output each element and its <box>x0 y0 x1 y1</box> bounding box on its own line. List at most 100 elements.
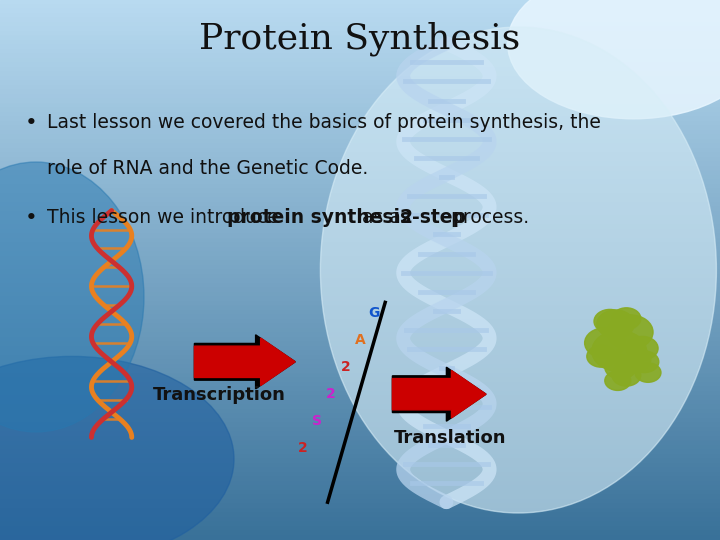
Bar <box>0 446 720 450</box>
Circle shape <box>594 309 626 333</box>
Bar <box>0 513 720 517</box>
Text: 2: 2 <box>341 360 351 374</box>
Bar <box>0 234 720 239</box>
Bar <box>0 450 720 455</box>
Bar <box>0 202 720 207</box>
Text: process.: process. <box>445 208 529 227</box>
Bar <box>0 441 720 445</box>
Bar <box>0 509 720 513</box>
Circle shape <box>635 363 661 382</box>
Bar <box>0 279 720 284</box>
Bar <box>0 428 720 432</box>
Text: S: S <box>312 414 322 428</box>
Bar <box>0 468 720 472</box>
Bar <box>0 72 720 77</box>
Bar <box>0 85 720 90</box>
Text: •: • <box>25 113 38 133</box>
Bar <box>0 392 720 396</box>
Bar <box>0 58 720 63</box>
Circle shape <box>612 308 641 329</box>
Bar <box>0 293 720 297</box>
Bar <box>0 216 720 220</box>
Bar <box>0 135 720 139</box>
Bar <box>0 220 720 225</box>
Bar <box>0 355 720 360</box>
Bar <box>0 459 720 463</box>
Bar <box>0 423 720 428</box>
Bar <box>0 432 720 436</box>
Bar <box>0 405 720 409</box>
Bar <box>0 472 720 477</box>
FancyArrow shape <box>194 338 295 386</box>
Bar <box>0 112 720 117</box>
Bar <box>0 369 720 374</box>
Circle shape <box>613 345 651 373</box>
Bar <box>0 531 720 536</box>
Bar <box>0 162 720 166</box>
Bar <box>0 207 720 212</box>
Bar <box>0 333 720 338</box>
Bar <box>0 301 720 306</box>
Bar <box>0 198 720 202</box>
Bar <box>0 463 720 468</box>
Bar <box>0 27 720 31</box>
Circle shape <box>605 371 631 390</box>
Bar <box>0 9 720 14</box>
Bar <box>0 274 720 279</box>
Text: A: A <box>355 333 365 347</box>
Circle shape <box>605 355 636 379</box>
Bar <box>0 482 720 486</box>
Bar <box>0 522 720 526</box>
Bar <box>0 360 720 364</box>
Bar <box>0 320 720 324</box>
Bar <box>0 63 720 68</box>
FancyArrow shape <box>194 335 295 389</box>
Circle shape <box>592 330 647 372</box>
Bar <box>0 364 720 369</box>
Bar <box>0 14 720 18</box>
Bar <box>0 122 720 126</box>
Bar <box>0 81 720 85</box>
Bar <box>0 382 720 387</box>
Bar <box>0 536 720 540</box>
Ellipse shape <box>320 27 716 513</box>
Text: This lesson we introduce: This lesson we introduce <box>47 208 284 227</box>
Bar <box>0 387 720 392</box>
Bar <box>0 148 720 153</box>
Text: Translation: Translation <box>394 429 506 447</box>
Text: 2-step: 2-step <box>399 208 467 227</box>
Ellipse shape <box>0 162 144 432</box>
Bar <box>0 270 720 274</box>
Circle shape <box>587 346 616 367</box>
Text: as a: as a <box>356 208 407 227</box>
Ellipse shape <box>508 0 720 119</box>
Bar <box>0 477 720 482</box>
Bar <box>0 77 720 81</box>
Bar <box>0 247 720 252</box>
Bar <box>0 23 720 27</box>
Bar <box>0 158 720 162</box>
Bar <box>0 144 720 148</box>
Bar <box>0 500 720 504</box>
Bar <box>0 45 720 50</box>
Bar <box>0 310 720 315</box>
Bar <box>0 347 720 351</box>
Text: Protein Synthesis: Protein Synthesis <box>199 22 521 56</box>
Circle shape <box>607 315 653 349</box>
Bar <box>0 252 720 256</box>
Bar <box>0 131 720 135</box>
Text: Transcription: Transcription <box>153 386 286 404</box>
Bar <box>0 495 720 500</box>
Bar <box>0 176 720 180</box>
Circle shape <box>597 310 634 338</box>
Bar <box>0 517 720 522</box>
Text: •: • <box>25 208 38 228</box>
Bar <box>0 40 720 45</box>
Bar <box>0 351 720 355</box>
Bar <box>0 409 720 414</box>
Bar <box>0 324 720 328</box>
Bar <box>0 225 720 229</box>
Bar <box>0 166 720 171</box>
Bar <box>0 230 720 234</box>
Bar <box>0 68 720 72</box>
